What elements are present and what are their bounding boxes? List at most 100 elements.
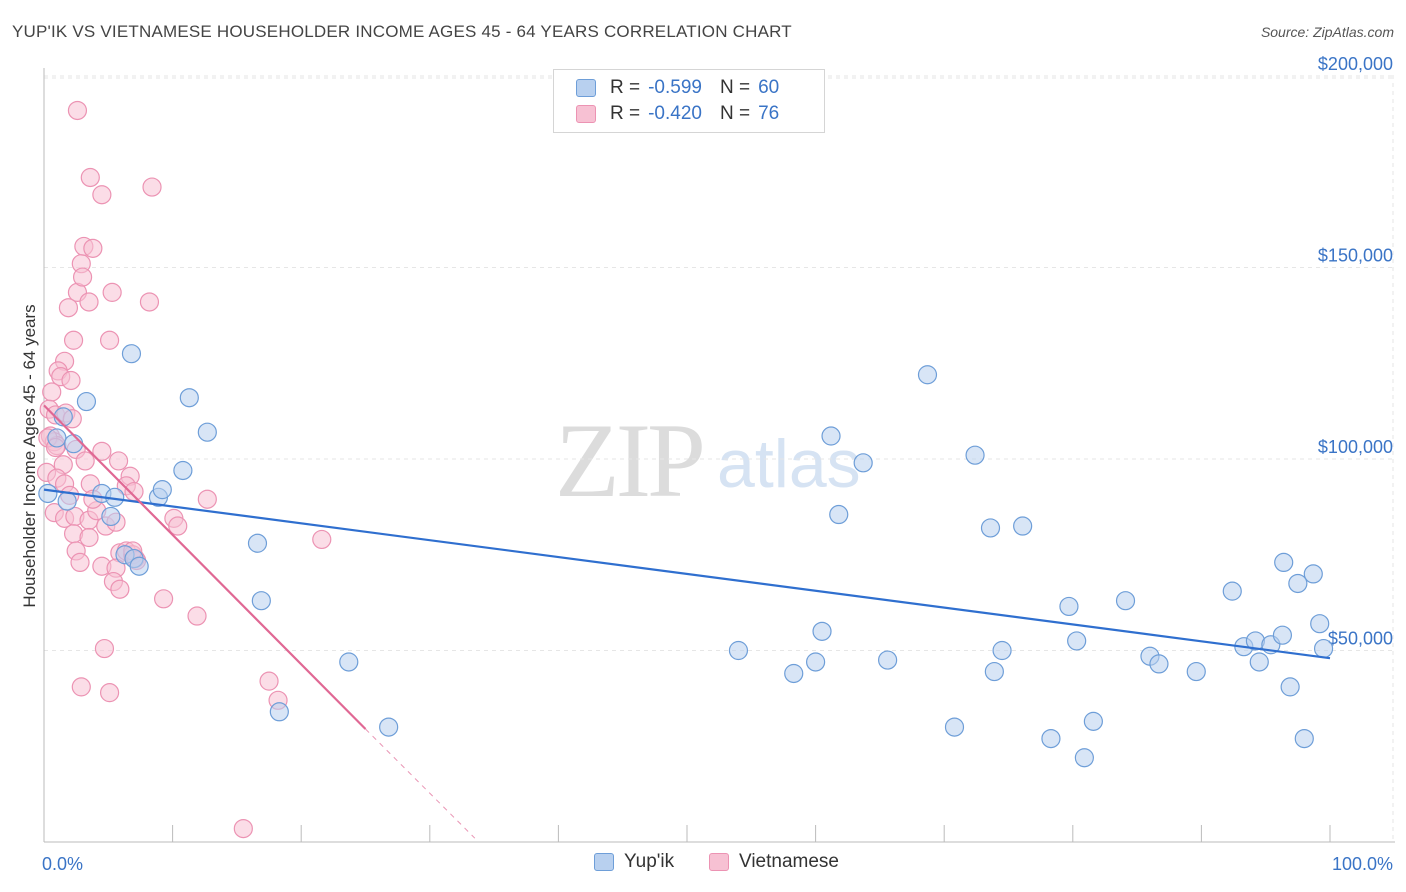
yupik-point [1074, 748, 1094, 768]
yupik-point [339, 652, 359, 672]
vietnamese-trend-extension [365, 728, 476, 839]
bottom-legend-swatch-vietnamese [709, 853, 729, 871]
yupik-point [878, 650, 898, 670]
y-tick-labels: $50,000 $100,000 $150,000 $200,000 [1318, 54, 1393, 649]
vietnamese-point [42, 382, 62, 402]
yupik-point [784, 663, 804, 684]
yupik-point [1149, 654, 1169, 674]
y-axis-title: Householder Income Ages 45 - 64 years [20, 304, 39, 607]
x-tick-label: 100.0% [1332, 854, 1393, 874]
vietnamese-point [80, 167, 100, 188]
vietnamese-point [75, 451, 95, 471]
vietnamese-point [108, 451, 129, 471]
yupik-point [173, 460, 193, 481]
yupik-point [101, 506, 121, 527]
vietnamese-point [259, 671, 279, 691]
yupik-point [944, 717, 965, 737]
bottom-legend-swatch-yupik [594, 853, 614, 871]
yupik-point [1013, 516, 1033, 536]
vietnamese-point [61, 370, 81, 391]
yupik-point [269, 702, 289, 722]
x-tick-labels: 0.0% 100.0% [42, 854, 1393, 874]
y-tick-label: $100,000 [1318, 437, 1393, 457]
legend-r-label: R = [610, 77, 641, 98]
vietnamese-point [124, 481, 144, 502]
yupik-point [853, 453, 873, 473]
yupik-point [1115, 591, 1136, 611]
legend-n-value: 60 [758, 77, 780, 98]
yupik-point [379, 717, 399, 737]
vietnamese-trend-line [43, 404, 367, 730]
legend-swatch-yupik [576, 79, 596, 97]
yupik-point [992, 640, 1012, 661]
yupik-point [1059, 596, 1079, 617]
yupik-point [251, 591, 271, 611]
legend-r-value: -0.420 [648, 103, 702, 124]
legend-n-label: N = [719, 103, 751, 124]
yupik-point [812, 621, 832, 641]
vietnamese-point [168, 516, 188, 536]
yupik-point [980, 518, 1001, 538]
yupik-point [1083, 711, 1103, 731]
vietnamese-point [153, 589, 174, 609]
vietnamese-point [70, 552, 90, 573]
yupik-point [47, 428, 67, 448]
vietnamese-point [79, 292, 99, 312]
vietnamese-point [110, 579, 130, 599]
y-tick-label: $200,000 [1318, 54, 1393, 74]
legend-n-label: N = [719, 77, 751, 98]
yupik-point [1310, 614, 1330, 634]
yupik-point [1294, 728, 1314, 749]
yupik-point [1272, 625, 1293, 645]
vietnamese-point [142, 177, 162, 197]
vietnamese-point [102, 282, 122, 302]
vietnamese-point [83, 238, 103, 258]
legend-box: R = -0.599 N = 60 R = -0.420 N = 76 [553, 69, 825, 133]
yupik-point [829, 504, 849, 525]
legend-r-value: -0.599 [648, 77, 702, 98]
bottom-legend-vietnamese: Vietnamese [709, 851, 839, 873]
watermark-zip: ZIP [555, 402, 706, 519]
vietnamese-point [187, 606, 207, 626]
yupik-point [965, 445, 985, 465]
yupik-point [728, 640, 749, 661]
trend-lines [43, 404, 1331, 839]
yupik-point [57, 491, 77, 511]
vietnamese-point [99, 330, 120, 350]
legend-swatch-vietnamese [576, 105, 596, 123]
yupik-point [63, 434, 84, 454]
vietnamese-point [58, 298, 79, 318]
vietnamese-point [312, 529, 332, 550]
vietnamese-point [197, 489, 217, 509]
vietnamese-point [71, 677, 91, 697]
legend-n-value: 76 [758, 103, 780, 124]
bottom-legend-label-yupik: Yup'ik [624, 851, 675, 872]
vietnamese-point [139, 292, 160, 312]
gridlines [44, 75, 1395, 842]
bottom-legend-yupik: Yup'ik [594, 851, 674, 873]
yupik-point [1288, 573, 1308, 594]
chart-title: YUP'IK VS VIETNAMESE HOUSEHOLDER INCOME … [12, 22, 792, 41]
yupik-point [121, 344, 142, 364]
yupik-point [1067, 631, 1087, 651]
vietnamese-point [63, 330, 84, 350]
source-label: Source: ZipAtlas.com [1260, 24, 1394, 40]
vietnamese-point [92, 185, 112, 205]
yupik-point [1186, 661, 1206, 682]
yupik-trend-line [43, 488, 1331, 660]
yupik-point [917, 365, 938, 385]
yupik-point [984, 661, 1004, 682]
yupik-point [1249, 652, 1269, 672]
yupik-point [152, 480, 172, 500]
x-tick-label: 0.0% [42, 854, 83, 874]
yupik-point [247, 533, 268, 553]
bottom-legend-label-vietnamese: Vietnamese [739, 851, 839, 872]
yupik-point [53, 407, 73, 427]
yupik-point [1313, 638, 1334, 659]
yupik-point [38, 483, 58, 504]
vietnamese-point [233, 818, 253, 839]
legend-row-vietnamese: R = -0.420 N = 76 [576, 101, 779, 127]
vietnamese-point [99, 683, 120, 703]
legend-r-label: R = [610, 103, 641, 124]
